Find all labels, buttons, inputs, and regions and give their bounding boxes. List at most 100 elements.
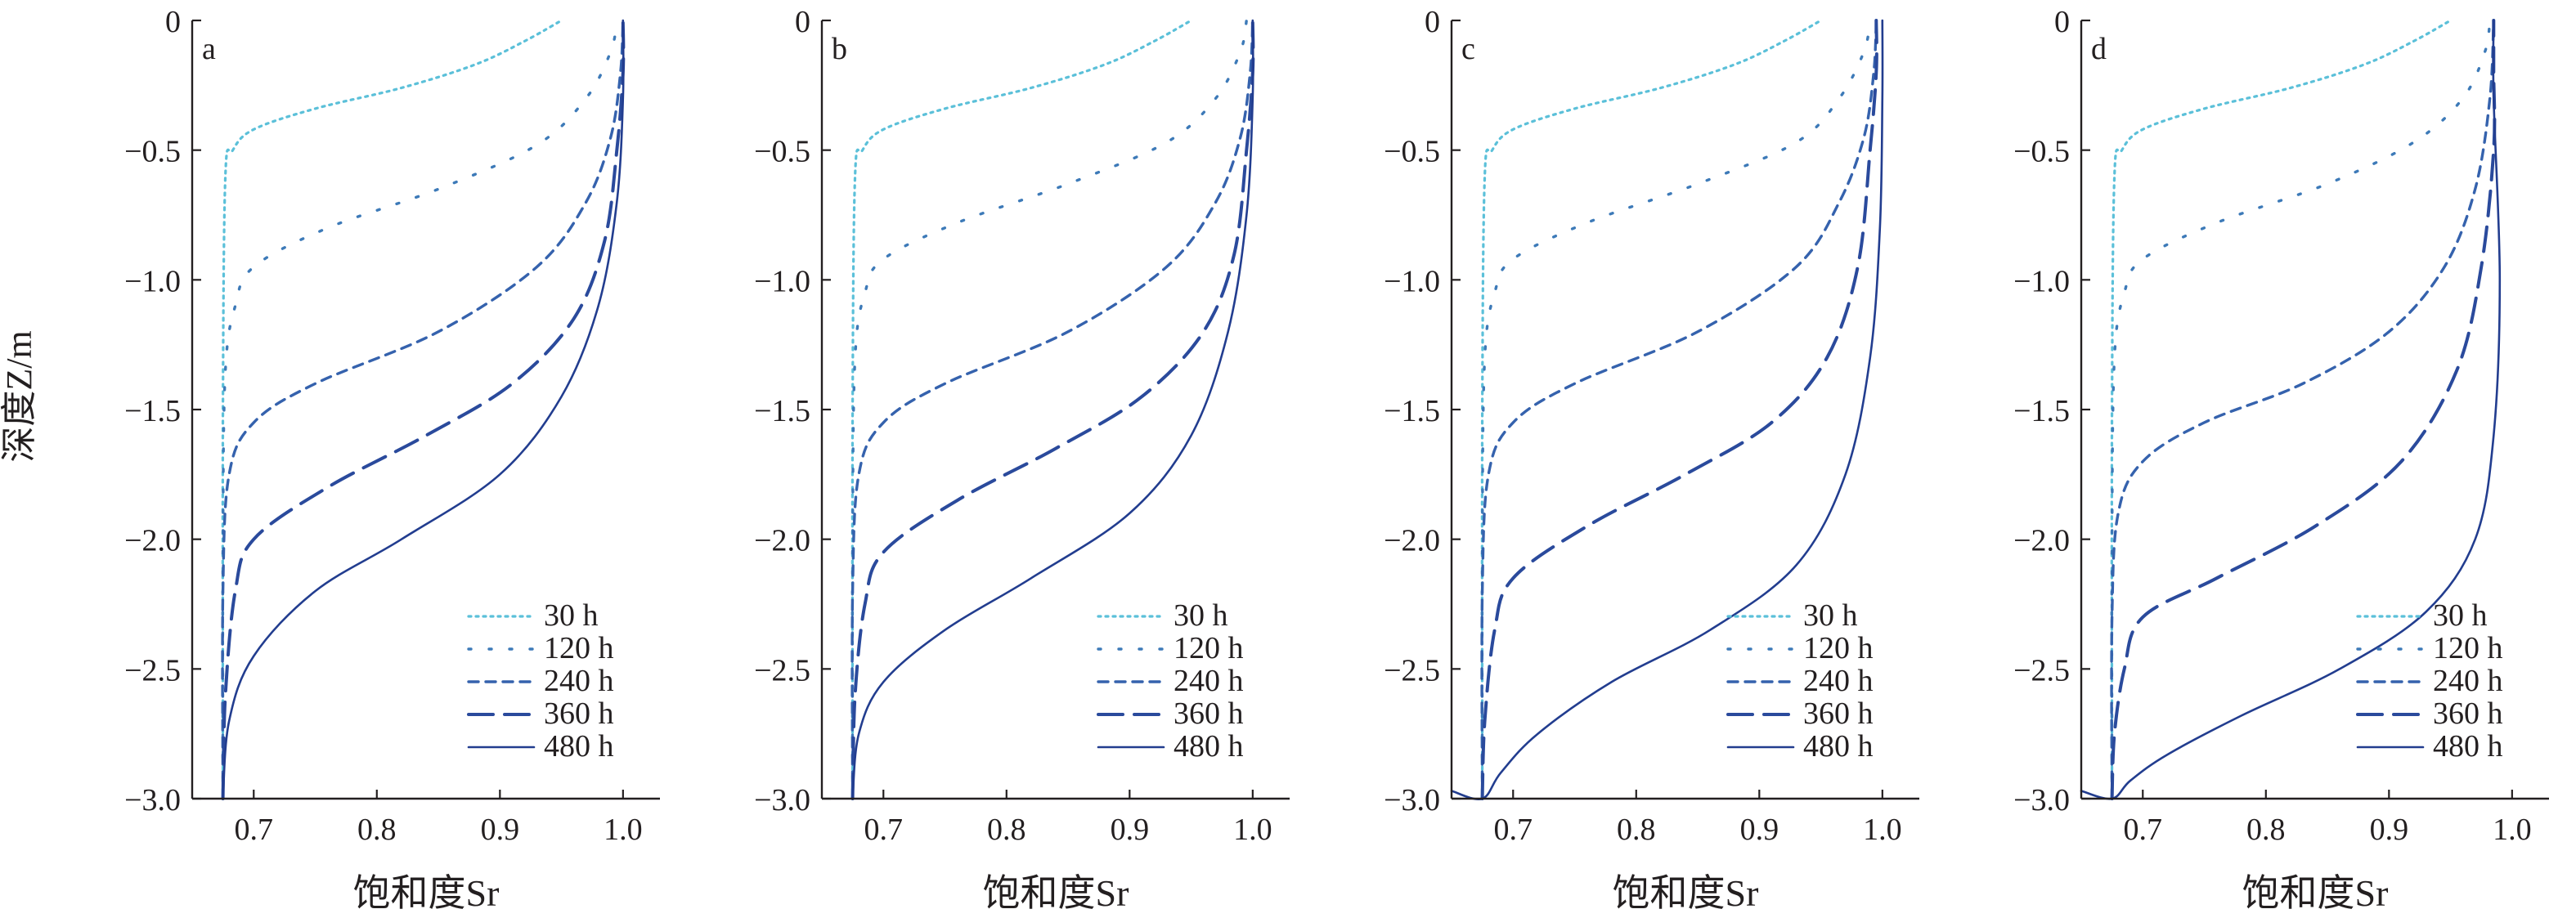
- series-line-240h: [221, 19, 625, 800]
- y-tick-label: −1.5: [124, 394, 181, 428]
- series-line-480h: [1450, 19, 1884, 801]
- chart-panels: 0 −0.5 −1.0 −1.5 −2.0 −2.5 −3.0 0.7 0.8 0.9 1.0 a 饱和…: [124, 5, 2549, 914]
- series-line-360h: [1480, 19, 1878, 800]
- legend-label: 240 h: [1803, 664, 1874, 698]
- x-tick-label: 0.9: [1740, 813, 1779, 847]
- x-tick-label: 0.9: [2370, 813, 2409, 847]
- y-tick-label: −0.5: [124, 135, 181, 169]
- panel-d: 0 −0.5 −1.0 −1.5 −2.0 −2.5 −3.0 0.7 0.8 0.9 1.0 d 饱和…: [2013, 5, 2549, 914]
- series-line-480h: [851, 19, 1254, 800]
- legend-label: 30 h: [2433, 598, 2488, 633]
- y-tick-label: −1.5: [2013, 394, 2070, 428]
- x-tick-label: 0.8: [357, 813, 397, 847]
- legend-label: 360 h: [1803, 696, 1874, 731]
- legend-label: 480 h: [2433, 729, 2503, 764]
- series-line-360h: [2110, 19, 2497, 800]
- y-tick-label: −3.0: [2013, 783, 2070, 817]
- series-group: [850, 19, 1255, 800]
- y-tick-label: −3.0: [754, 783, 810, 817]
- legend-label: 120 h: [1174, 631, 1244, 665]
- y-tick-label: −3.0: [1384, 783, 1440, 817]
- y-tick-label: −1.5: [754, 394, 810, 428]
- legend-label: 360 h: [2433, 696, 2503, 731]
- x-tick-label: 1.0: [604, 813, 643, 847]
- x-tick-label: 1.0: [1233, 813, 1272, 847]
- y-tick-label: −2.0: [1384, 524, 1440, 558]
- y-tick-label: −1.0: [754, 264, 810, 298]
- legend-label: 240 h: [1174, 664, 1244, 698]
- x-axis-label: 饱和度Sr: [983, 872, 1129, 914]
- legend-label: 240 h: [2433, 664, 2503, 698]
- x-axis-label: 饱和度Sr: [353, 872, 500, 914]
- x-tick-label: 1.0: [1863, 813, 1902, 847]
- x-tick-label: 0.7: [864, 813, 904, 847]
- legend-label: 120 h: [1803, 631, 1874, 665]
- y-tick-label: 0: [165, 5, 181, 39]
- y-tick-label: −0.5: [754, 135, 810, 169]
- x-tick-label: 0.8: [987, 813, 1026, 847]
- series-line-240h: [2110, 19, 2495, 800]
- y-tick-label: −0.5: [2013, 135, 2070, 169]
- x-tick-label: 0.7: [235, 813, 274, 847]
- panel-label: c: [1461, 32, 1475, 66]
- series-line-480h: [2080, 19, 2502, 800]
- x-tick-label: 0.9: [481, 813, 520, 847]
- series-line-360h: [850, 19, 1255, 800]
- x-tick-label: 0.8: [2246, 813, 2286, 847]
- x-tick-label: 0.8: [1617, 813, 1656, 847]
- y-tick-label: −1.0: [124, 264, 181, 298]
- series-group: [221, 19, 626, 800]
- legend-label: 480 h: [1174, 729, 1244, 764]
- legend-label: 480 h: [1803, 729, 1874, 764]
- legend-label: 120 h: [544, 631, 614, 665]
- series-line-360h: [221, 19, 626, 800]
- y-tick-label: 0: [2054, 5, 2070, 39]
- legend-label: 480 h: [544, 729, 614, 764]
- panel-label: b: [832, 32, 847, 66]
- y-tick-label: −3.0: [124, 783, 181, 817]
- panel-c: 0 −0.5 −1.0 −1.5 −2.0 −2.5 −3.0 0.7 0.8 0.9 1.0 c 饱和…: [1384, 5, 1919, 914]
- y-tick-label: −2.5: [754, 653, 810, 687]
- y-tick-label: −1.5: [1384, 394, 1440, 428]
- legend-label: 30 h: [1803, 598, 1858, 633]
- y-tick-label: −1.0: [1384, 264, 1440, 298]
- series-line-240h: [850, 19, 1254, 800]
- series-group: [2080, 19, 2502, 800]
- x-tick-label: 0.7: [2124, 813, 2163, 847]
- y-tick-label: −1.0: [2013, 264, 2070, 298]
- legend-label: 360 h: [1174, 696, 1244, 731]
- legend-label: 240 h: [544, 664, 614, 698]
- series-line-240h: [1480, 19, 1878, 800]
- legend-label: 30 h: [544, 598, 599, 633]
- y-tick-label: 0: [795, 5, 810, 39]
- y-tick-label: −2.0: [124, 524, 181, 558]
- x-axis-label: 饱和度Sr: [2242, 872, 2389, 914]
- x-tick-label: 1.0: [2493, 813, 2532, 847]
- y-tick-label: −2.0: [2013, 524, 2070, 558]
- x-tick-label: 0.7: [1494, 813, 1533, 847]
- y-tick-label: −2.5: [124, 653, 181, 687]
- y-tick-label: −2.0: [754, 524, 810, 558]
- x-tick-label: 0.9: [1111, 813, 1150, 847]
- panel-b: 0 −0.5 −1.0 −1.5 −2.0 −2.5 −3.0 0.7 0.8 0.9 1.0 b 饱和…: [754, 5, 1290, 914]
- legend-label: 360 h: [544, 696, 614, 731]
- series-line-120h: [850, 19, 1248, 800]
- series-line-480h: [222, 19, 625, 800]
- y-axis-label: 深度Z/m: [0, 330, 39, 462]
- y-tick-label: −0.5: [1384, 135, 1440, 169]
- legend-label: 30 h: [1174, 598, 1228, 633]
- legend-label: 120 h: [2433, 631, 2503, 665]
- x-axis-label: 饱和度Sr: [1613, 872, 1759, 914]
- panel-label: a: [202, 32, 216, 66]
- panel-a: 0 −0.5 −1.0 −1.5 −2.0 −2.5 −3.0 0.7 0.8 0.9 1.0 a 饱和…: [124, 5, 660, 914]
- panel-label: d: [2091, 32, 2107, 66]
- series-group: [1450, 19, 1884, 801]
- y-tick-label: 0: [1425, 5, 1440, 39]
- y-tick-label: −2.5: [2013, 653, 2070, 687]
- y-tick-label: −2.5: [1384, 653, 1440, 687]
